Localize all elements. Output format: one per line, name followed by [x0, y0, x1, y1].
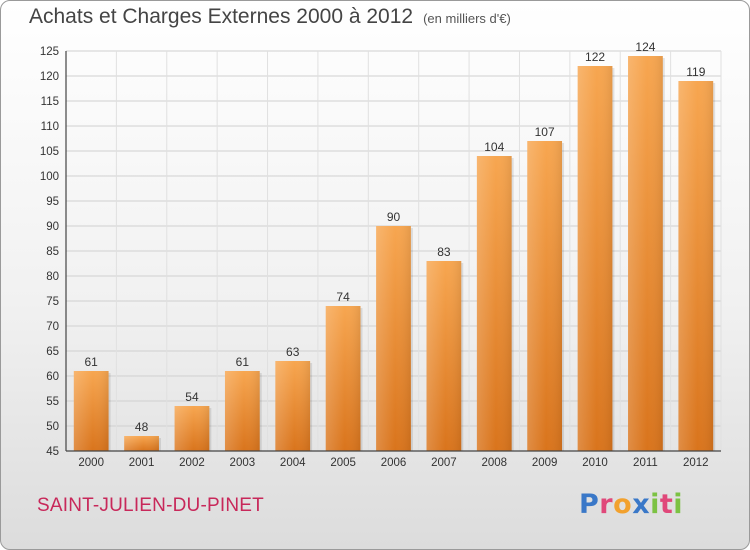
data-label: 90: [387, 210, 401, 224]
bar-highlight: [376, 226, 411, 451]
y-tick-label: 65: [46, 346, 59, 358]
chart-title: Achats et Charges Externes 2000 à 2012 (e…: [29, 5, 511, 29]
bar-highlight: [224, 371, 260, 451]
data-label: 124: [635, 40, 655, 54]
data-label: 48: [135, 420, 149, 434]
y-tick-label: 90: [46, 221, 59, 233]
axes: 45 50 55 60 65 70 75 80 85 90 95 100 105 110 115 120 125…: [40, 46, 721, 469]
x-tick-label: 2010: [582, 457, 608, 469]
x-tick-label: 2006: [381, 457, 407, 469]
bar-highlight: [426, 261, 462, 451]
data-label: 107: [535, 125, 555, 139]
logo-letter: i: [673, 489, 684, 520]
proxiti-logo: Proxiti: [579, 489, 683, 520]
bars: [73, 56, 716, 451]
data-label: 61: [85, 355, 99, 369]
data-label: 61: [236, 355, 250, 369]
bar-highlight: [73, 371, 109, 451]
y-tick-label: 55: [46, 396, 59, 408]
bar-highlight: [628, 56, 663, 451]
x-tick-label: 2011: [633, 457, 658, 469]
logo-letter: x: [632, 489, 651, 520]
bar-highlight: [275, 361, 311, 451]
logo-letter: o: [613, 489, 633, 520]
logo-letter: P: [579, 489, 600, 520]
bar-highlight: [476, 156, 512, 451]
y-tick-label: 105: [40, 146, 59, 158]
data-labels: 61 48 54 61 63 74 90 83 104 107 122 124 119: [85, 40, 706, 434]
y-tick-label: 125: [40, 46, 59, 58]
bar-highlight: [124, 436, 159, 451]
bar-highlight: [678, 81, 714, 451]
place-name: SAINT-JULIEN-DU-PINET: [37, 495, 264, 516]
x-tick-label: 2009: [532, 457, 558, 469]
x-tick-label: 2012: [683, 457, 709, 469]
y-tick-label: 95: [46, 196, 59, 208]
data-label: 74: [336, 290, 350, 304]
data-label: 63: [286, 345, 300, 359]
data-label: 54: [185, 390, 199, 404]
logo-letter: i: [650, 489, 660, 520]
logo-letter: t: [659, 489, 674, 520]
x-tick-label: 2004: [280, 457, 306, 469]
y-tick-label: 120: [40, 71, 59, 83]
x-tick-label: 2008: [481, 457, 507, 469]
data-label: 122: [585, 50, 605, 64]
bar-highlight: [577, 66, 613, 451]
y-tick-label: 75: [46, 296, 59, 308]
bar-highlight: [527, 141, 563, 451]
y-tick-label: 115: [41, 96, 59, 108]
data-label: 83: [437, 245, 451, 259]
y-tick-label: 80: [46, 271, 59, 283]
data-label: 119: [686, 65, 705, 79]
x-tick-label: 2005: [330, 457, 356, 469]
x-tick-label: 2002: [179, 457, 205, 469]
data-label: 104: [484, 140, 504, 154]
chart-title-text: Achats et Charges Externes 2000 à 2012: [29, 5, 414, 28]
y-tick-label: 100: [40, 171, 59, 183]
y-tick-label: 70: [46, 321, 59, 333]
x-tick-label: 2003: [230, 457, 256, 469]
y-tick-label: 85: [46, 246, 59, 258]
x-tick-label: 2000: [78, 457, 104, 469]
y-tick-label: 60: [46, 371, 59, 383]
x-tick-label: 2001: [129, 457, 155, 469]
logo-letter: r: [599, 489, 614, 520]
bar-highlight: [325, 306, 361, 451]
y-tick-label: 110: [41, 121, 59, 133]
y-tick-label: 45: [46, 446, 59, 458]
chart-unit-label: (en milliers d'€): [423, 11, 511, 26]
bar-highlight: [174, 406, 210, 451]
x-tick-label: 2007: [431, 457, 457, 469]
y-tick-label: 50: [46, 421, 59, 433]
